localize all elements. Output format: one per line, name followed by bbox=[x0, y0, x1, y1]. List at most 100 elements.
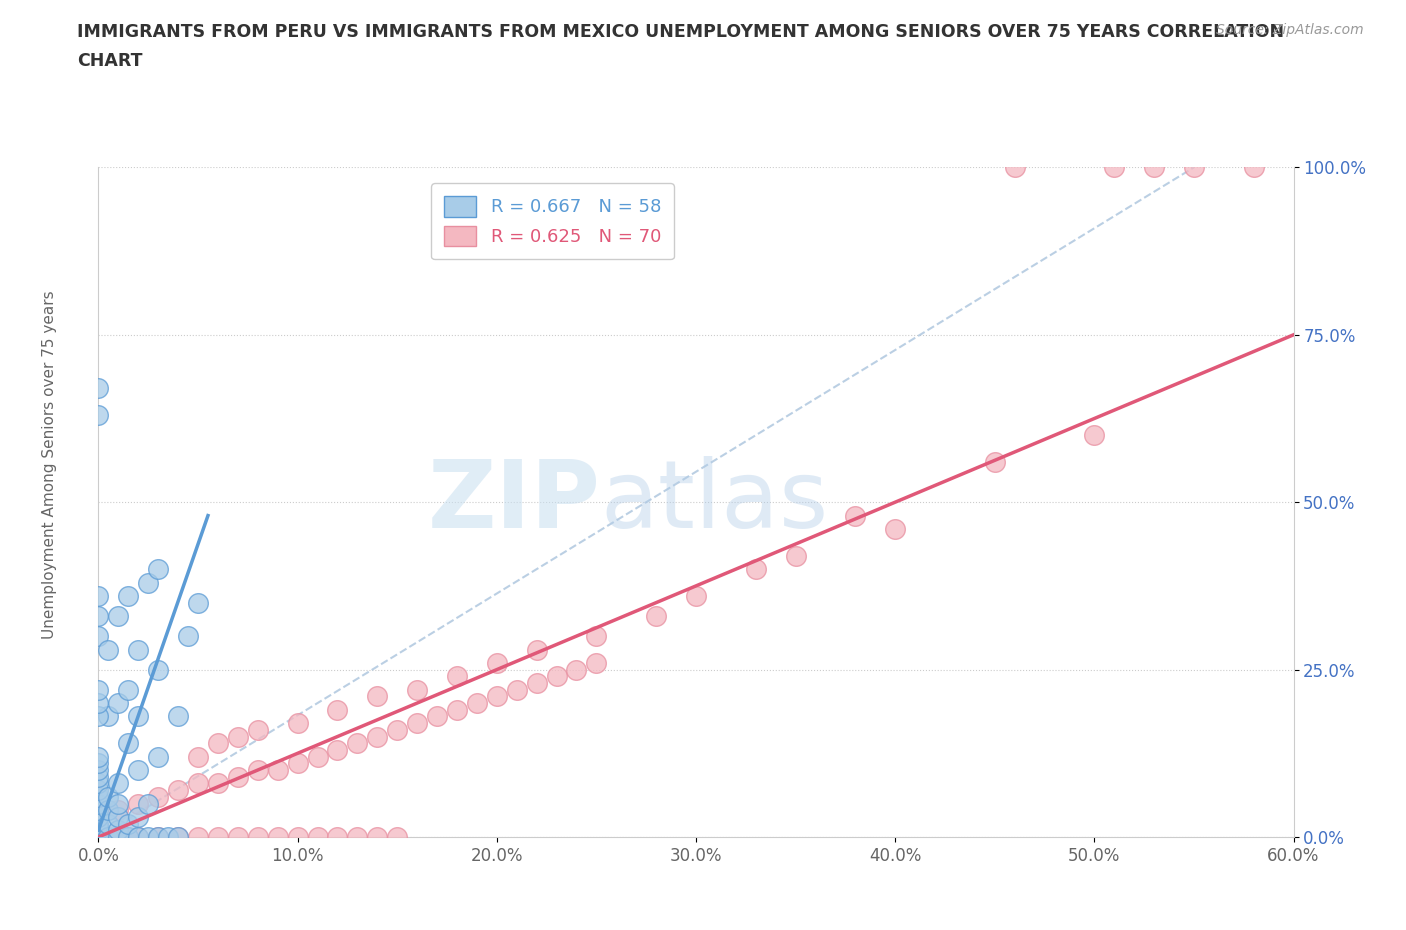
Point bbox=[167, 783, 190, 798]
Point bbox=[87, 776, 110, 790]
Point bbox=[385, 830, 409, 844]
Point bbox=[267, 830, 290, 844]
Point bbox=[127, 830, 149, 844]
Point bbox=[287, 716, 309, 731]
Point bbox=[326, 742, 349, 757]
Point bbox=[844, 508, 866, 523]
Point bbox=[148, 790, 170, 804]
Point bbox=[226, 729, 249, 744]
Text: atlas: atlas bbox=[600, 457, 828, 548]
Point bbox=[107, 830, 129, 844]
Point bbox=[167, 830, 190, 844]
Point bbox=[136, 575, 159, 590]
Point bbox=[366, 830, 388, 844]
Point bbox=[884, 522, 907, 537]
Point bbox=[87, 769, 110, 784]
Point bbox=[107, 803, 129, 817]
Point bbox=[187, 830, 209, 844]
Point bbox=[136, 796, 159, 811]
Point bbox=[446, 669, 468, 684]
Point bbox=[127, 796, 149, 811]
Point bbox=[87, 817, 110, 831]
Point bbox=[177, 629, 200, 644]
Point bbox=[97, 817, 120, 831]
Point bbox=[117, 683, 139, 698]
Point bbox=[87, 783, 110, 798]
Point bbox=[148, 830, 170, 844]
Point bbox=[87, 683, 110, 698]
Point bbox=[87, 709, 110, 724]
Point bbox=[465, 696, 488, 711]
Point bbox=[87, 407, 110, 422]
Point bbox=[526, 675, 548, 690]
Point bbox=[366, 689, 388, 704]
Point bbox=[127, 709, 149, 724]
Point bbox=[1182, 160, 1205, 175]
Point bbox=[87, 790, 110, 804]
Legend: R = 0.667   N = 58, R = 0.625   N = 70: R = 0.667 N = 58, R = 0.625 N = 70 bbox=[432, 183, 673, 259]
Point bbox=[745, 562, 768, 577]
Point bbox=[426, 709, 449, 724]
Point bbox=[127, 809, 149, 824]
Point bbox=[307, 750, 329, 764]
Point bbox=[485, 656, 508, 671]
Point bbox=[526, 642, 548, 657]
Point bbox=[97, 790, 120, 804]
Point bbox=[187, 776, 209, 790]
Point bbox=[97, 830, 120, 844]
Point bbox=[107, 776, 129, 790]
Point bbox=[226, 769, 249, 784]
Point bbox=[107, 823, 129, 838]
Point bbox=[107, 809, 129, 824]
Point bbox=[1083, 428, 1105, 443]
Point bbox=[87, 796, 110, 811]
Point bbox=[506, 683, 529, 698]
Point bbox=[287, 756, 309, 771]
Point bbox=[87, 696, 110, 711]
Point bbox=[326, 830, 349, 844]
Point bbox=[406, 683, 429, 698]
Point bbox=[645, 608, 668, 623]
Point bbox=[385, 723, 409, 737]
Point bbox=[87, 756, 110, 771]
Point bbox=[207, 830, 229, 844]
Point bbox=[107, 830, 129, 844]
Point bbox=[117, 830, 139, 844]
Point bbox=[167, 709, 190, 724]
Point bbox=[148, 830, 170, 844]
Point bbox=[97, 830, 120, 844]
Point bbox=[87, 803, 110, 817]
Point bbox=[87, 809, 110, 824]
Text: Unemployment Among Seniors over 75 years: Unemployment Among Seniors over 75 years bbox=[42, 291, 56, 639]
Text: ZIP: ZIP bbox=[427, 457, 600, 548]
Point bbox=[117, 830, 139, 844]
Point bbox=[87, 830, 110, 844]
Text: Source: ZipAtlas.com: Source: ZipAtlas.com bbox=[1216, 23, 1364, 37]
Point bbox=[87, 608, 110, 623]
Point bbox=[1004, 160, 1026, 175]
Point bbox=[127, 642, 149, 657]
Point bbox=[307, 830, 329, 844]
Point bbox=[346, 830, 368, 844]
Point bbox=[1104, 160, 1126, 175]
Point bbox=[127, 763, 149, 777]
Point bbox=[267, 763, 290, 777]
Text: IMMIGRANTS FROM PERU VS IMMIGRANTS FROM MEXICO UNEMPLOYMENT AMONG SENIORS OVER 7: IMMIGRANTS FROM PERU VS IMMIGRANTS FROM … bbox=[77, 23, 1285, 71]
Point bbox=[117, 589, 139, 604]
Point bbox=[87, 823, 110, 838]
Point bbox=[87, 381, 110, 396]
Point bbox=[187, 750, 209, 764]
Point bbox=[87, 763, 110, 777]
Point bbox=[107, 696, 129, 711]
Point bbox=[97, 642, 120, 657]
Point bbox=[117, 736, 139, 751]
Point bbox=[127, 830, 149, 844]
Point bbox=[1243, 160, 1265, 175]
Point bbox=[246, 723, 269, 737]
Point bbox=[326, 702, 349, 717]
Point bbox=[485, 689, 508, 704]
Point bbox=[148, 750, 170, 764]
Point bbox=[97, 709, 120, 724]
Point bbox=[148, 562, 170, 577]
Point bbox=[585, 656, 607, 671]
